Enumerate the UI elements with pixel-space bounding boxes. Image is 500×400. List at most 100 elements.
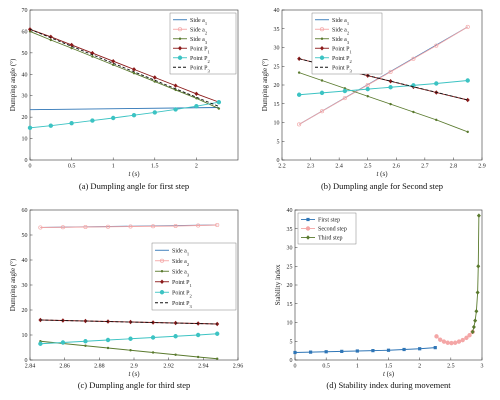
x-tick-label: 2.9 [478, 164, 486, 170]
legend-name: Side a [190, 37, 205, 43]
data-point [297, 122, 302, 127]
legend-label: Point P1 [190, 46, 210, 54]
chart-panel-2: 2.2 2.3 2.4 2.5 2.6 2.7 2.8 2.9 0 5 10 15 20 25 30 35 40… [261, 8, 486, 191]
data-point [128, 224, 133, 229]
y-tick-label: 30 [22, 283, 28, 289]
x-tick-label: 2.94 [198, 364, 209, 370]
data-point [38, 225, 43, 230]
data-point [340, 349, 344, 353]
data-point [412, 110, 415, 114]
data-point [111, 115, 116, 121]
data-point [69, 42, 74, 48]
data-point [152, 75, 157, 80]
legend-subscript: 2 [347, 30, 349, 35]
legend-subscript: 2 [208, 58, 210, 63]
data-point [386, 348, 391, 352]
series-5 [27, 99, 222, 131]
figure-caption: (c) Dumpling angle for third step [78, 380, 191, 390]
data-point [111, 59, 116, 64]
legend-label: Third step [318, 236, 343, 242]
y-tick-label: 25 [287, 264, 293, 270]
y-tick-label: 5 [290, 339, 293, 345]
data-point [70, 46, 73, 50]
legend-subscript: 1 [350, 49, 352, 54]
data-point [473, 318, 478, 323]
legend-name: Side a [332, 18, 347, 24]
data-point [389, 102, 392, 106]
y-axis-label: Dumping angle (°) [9, 58, 17, 111]
y-tick-label: 60 [22, 29, 28, 35]
figure-caption: (b) Dumpling angle for Second step [321, 181, 443, 191]
x-axis-label: t (s) [383, 370, 395, 378]
data-point [296, 92, 302, 97]
data-point [38, 341, 43, 346]
y-tick-label: 50 [22, 51, 28, 57]
x-tick-label: 1 [356, 364, 359, 370]
data-point [320, 79, 324, 82]
y-tick-label: 50 [22, 233, 28, 239]
y-tick-label: 20 [287, 283, 293, 289]
x-axis-variable: t [128, 370, 131, 378]
y-tick-label: 10 [22, 137, 28, 143]
data-point [465, 97, 470, 103]
data-point [342, 88, 348, 94]
data-point [411, 56, 416, 61]
data-point [173, 107, 178, 112]
legend-label: Side a3 [190, 37, 208, 45]
legend-label: Side a3 [332, 37, 350, 45]
data-point [215, 331, 220, 336]
data-point [48, 34, 53, 39]
series-line [298, 72, 468, 133]
legend-subscript: 2 [350, 58, 352, 63]
series-line [40, 319, 218, 325]
data-point [449, 340, 454, 346]
series-5 [38, 331, 220, 346]
y-tick-label: 30 [22, 94, 28, 100]
data-point [293, 350, 297, 355]
data-point [365, 86, 370, 92]
legend-name: Point P [332, 46, 350, 52]
y-axis-label: Stability index [274, 264, 282, 306]
series-line [29, 101, 219, 129]
y-tick-label: 15 [287, 302, 293, 308]
series-4 [28, 27, 221, 105]
legend-name: Side a [332, 37, 347, 43]
legend-subscript: 3 [205, 39, 208, 44]
legend-name: Point P [332, 65, 350, 71]
data-point [402, 347, 406, 352]
x-axis-unit: (s) [378, 170, 388, 178]
data-point [49, 38, 52, 42]
data-point [28, 27, 32, 32]
legend-label: Point P2 [172, 290, 192, 298]
data-point [355, 349, 359, 353]
x-tick-label: 2.8 [450, 164, 458, 170]
data-point [476, 213, 481, 218]
legend-subscript: 1 [208, 49, 210, 54]
legend-marker [319, 55, 325, 60]
y-tick-label: 40 [287, 208, 293, 214]
data-point [60, 340, 66, 345]
data-point [83, 339, 88, 344]
legend-marker [305, 226, 311, 231]
data-point [195, 332, 201, 338]
legend-subscript: 3 [347, 39, 350, 44]
plot-area [29, 9, 239, 161]
legend-name: Side a [172, 248, 187, 254]
data-point [474, 309, 479, 314]
y-tick-label: 70 [22, 8, 28, 14]
x-axis-unit: (s) [130, 170, 140, 178]
series-line [40, 224, 218, 228]
series-2 [38, 222, 220, 230]
legend-marker [306, 235, 310, 240]
x-tick-label: 2.88 [94, 364, 105, 370]
legend-label: Point P2 [190, 56, 210, 64]
legend-label: Side a2 [172, 259, 189, 267]
data-point [465, 24, 470, 29]
legend-subscript: 2 [187, 261, 189, 266]
data-point [196, 355, 200, 359]
legend-label: Point P2 [332, 56, 352, 64]
